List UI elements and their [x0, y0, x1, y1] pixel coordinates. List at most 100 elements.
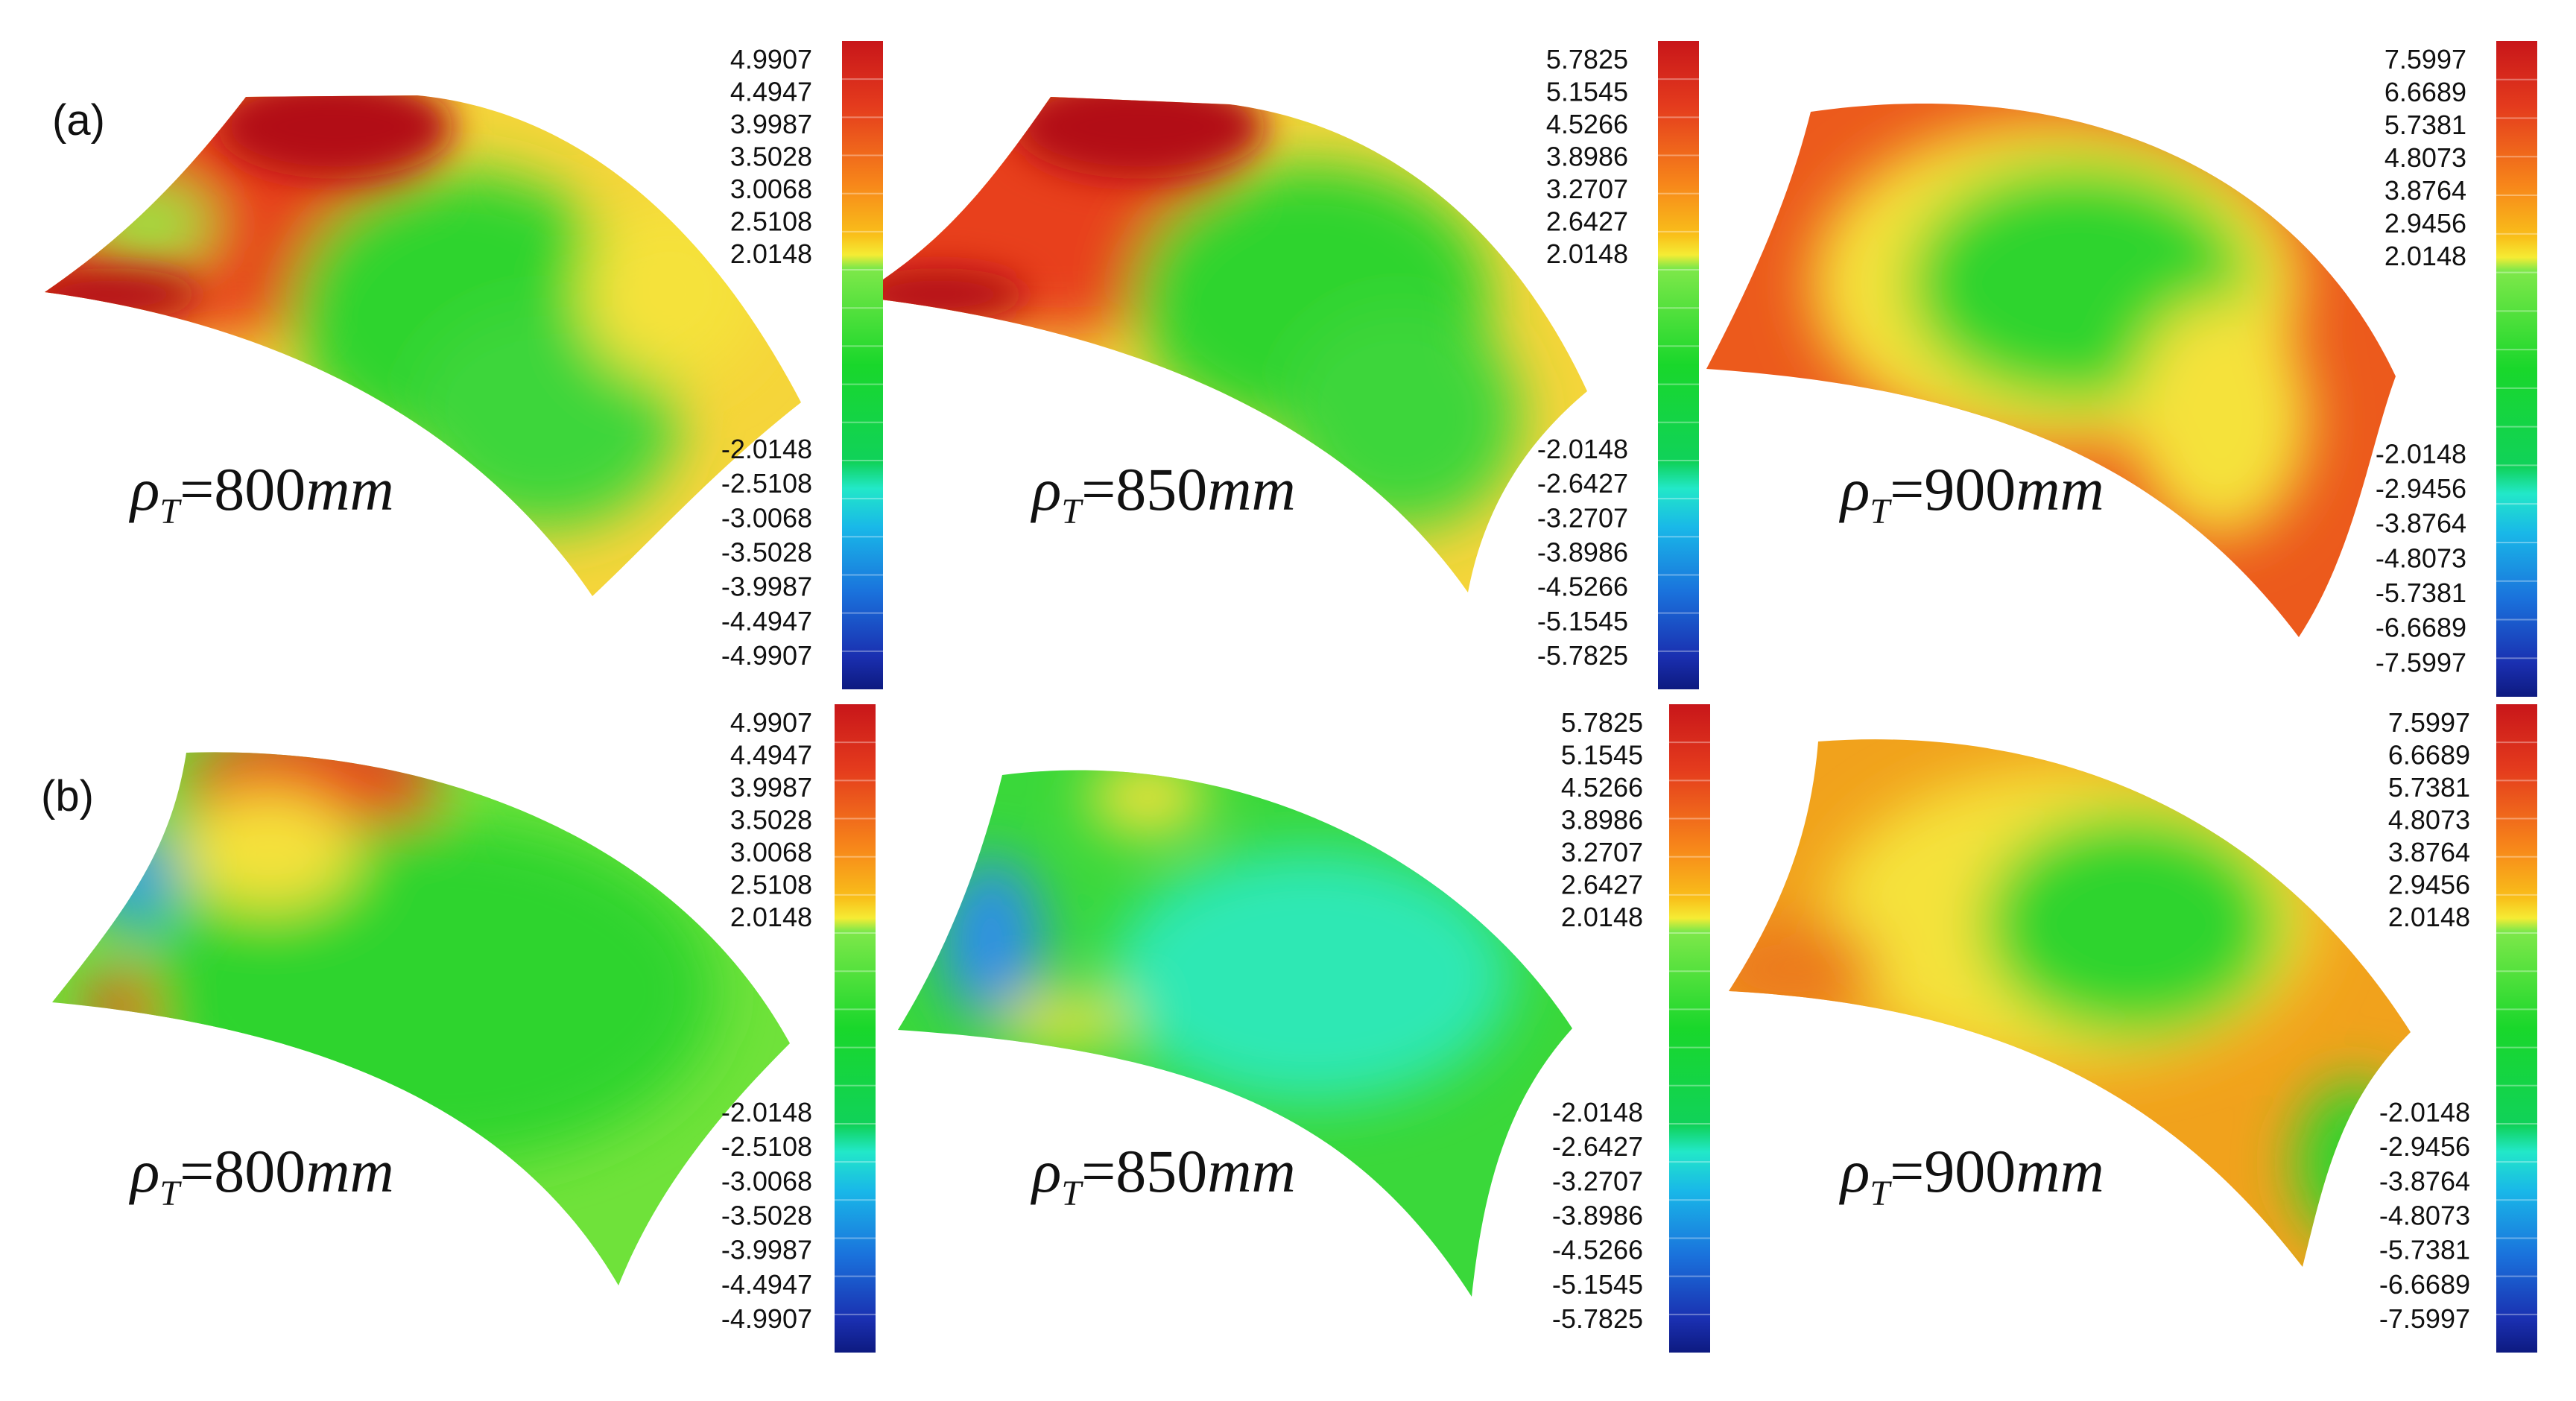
- colorbar-tick-label: -4.4947: [721, 1269, 812, 1300]
- colorbar-tick-label: 5.7381: [2384, 110, 2466, 140]
- surface-a-900: [1706, 103, 2396, 637]
- rho-subscript: T: [1061, 1174, 1082, 1213]
- colorbar-tick-label: -3.8764: [2376, 508, 2466, 539]
- colorbar-tick-label: 3.8986: [1561, 805, 1643, 835]
- colorbar-0-0: [842, 41, 883, 689]
- rho-subscript: T: [159, 1174, 180, 1213]
- colorbar-tick-label: -4.5266: [1537, 572, 1628, 602]
- colorbar-tick-label: 2.6427: [1561, 870, 1643, 900]
- colorbar-tick-label: -4.5266: [1552, 1235, 1643, 1265]
- rho-subscript: T: [1061, 492, 1082, 531]
- caption-unit: mm: [306, 1137, 394, 1205]
- colorbar-tick-label: -7.5997: [2379, 1303, 2470, 1334]
- colorbar-tick-label: -2.9456: [2379, 1131, 2470, 1162]
- colorbars: 4.99074.49473.99873.50283.00682.51082.01…: [721, 41, 2537, 1353]
- colorbar-tick-label: -2.9456: [2376, 473, 2466, 504]
- colorbar-tick-label: 4.5266: [1561, 772, 1643, 803]
- colorbar-tick-label: 5.7381: [2388, 772, 2470, 803]
- colorbar-tick-label: 2.9456: [2388, 870, 2470, 900]
- colorbar-1-1: [1669, 704, 1710, 1353]
- colorbar-tick-label: 3.9987: [730, 772, 812, 803]
- caption-unit: mm: [2016, 1137, 2104, 1205]
- caption-value: =800: [180, 455, 306, 523]
- colorbar-tick-label: 2.0148: [2384, 241, 2466, 271]
- colorbar-tick-label: -7.5997: [2376, 647, 2466, 677]
- colorbar-tick-label: 2.6427: [1546, 206, 1628, 237]
- colorbar-tick-label: -4.9907: [721, 640, 812, 671]
- rho-symbol: ρ: [130, 1137, 160, 1205]
- caption-value: =850: [1081, 455, 1208, 523]
- row-label-b: (b): [41, 772, 94, 820]
- colorbar-tick-label: -2.5108: [721, 468, 812, 499]
- colorbar-tick-label: -2.6427: [1537, 468, 1628, 499]
- colorbar-tick-label: 3.5028: [730, 142, 812, 172]
- colorbar-tick-label: -5.7825: [1537, 640, 1628, 671]
- colorbar-tick-label: -2.0148: [1552, 1097, 1643, 1128]
- colorbar-tick-label: -4.9907: [721, 1303, 812, 1334]
- rho-subscript: T: [1870, 492, 1890, 531]
- colorbar-tick-label: 7.5997: [2388, 707, 2470, 738]
- colorbar-tick-label: 4.5266: [1546, 109, 1628, 139]
- caption-a-850: ρT=850mm: [1032, 455, 1296, 532]
- colorbar-tick-label: -4.8073: [2376, 543, 2466, 573]
- row-label-a: (a): [52, 96, 105, 145]
- colorbar-tick-label: 4.8073: [2384, 142, 2466, 173]
- colorbar-tick-label: -2.6427: [1552, 1131, 1643, 1162]
- caption-unit: mm: [2016, 455, 2104, 523]
- colorbar-tick-label: 2.5108: [730, 870, 812, 900]
- colorbar-tick-label: -6.6689: [2379, 1269, 2470, 1300]
- colorbar-tick-label: -4.8073: [2379, 1201, 2470, 1231]
- colorbar-tick-label: 3.2707: [1546, 174, 1628, 204]
- colorbar-tick-label: 4.9907: [730, 707, 812, 738]
- surface-a-850: [857, 97, 1587, 592]
- caption-value: =850: [1081, 1137, 1208, 1205]
- colorbar-tick-label: 5.1545: [1561, 740, 1643, 771]
- colorbar-tick-label: -3.9987: [721, 572, 812, 602]
- colorbar-tick-label: 2.9456: [2384, 208, 2466, 238]
- colorbar-tick-label: -2.0148: [721, 1097, 812, 1128]
- colorbar-0-2: [2496, 41, 2537, 697]
- rho-symbol: ρ: [1032, 455, 1062, 523]
- caption-unit: mm: [306, 455, 394, 523]
- caption-unit: mm: [1207, 1137, 1296, 1205]
- colorbar-tick-label: 4.4947: [730, 740, 812, 771]
- colorbar-tick-label: 5.7825: [1546, 44, 1628, 75]
- colorbar-tick-label: -2.0148: [2376, 438, 2466, 469]
- colorbar-1-2: [2496, 704, 2537, 1353]
- colorbar-tick-label: 2.5108: [730, 206, 812, 237]
- colorbar-tick-label: 3.2707: [1561, 837, 1643, 867]
- colorbar-tick-label: 5.7825: [1561, 707, 1643, 738]
- colorbar-tick-label: -2.0148: [721, 434, 812, 464]
- colorbar-tick-label: -5.1545: [1552, 1269, 1643, 1300]
- rho-symbol: ρ: [1032, 1137, 1062, 1205]
- colorbar-0-1: [1658, 41, 1699, 689]
- colorbar-tick-label: -5.7381: [2376, 578, 2466, 608]
- rho-symbol: ρ: [1841, 455, 1870, 523]
- colorbar-tick-label: -3.8986: [1537, 537, 1628, 568]
- colorbar-1-0: [835, 704, 876, 1353]
- colorbar-tick-label: -2.5108: [721, 1131, 812, 1162]
- colorbar-tick-label: 3.0068: [730, 837, 812, 867]
- colorbar-tick-label: -5.1545: [1537, 606, 1628, 636]
- colorbar-tick-label: -3.2707: [1552, 1166, 1643, 1196]
- colorbar-tick-label: -3.8764: [2379, 1166, 2470, 1196]
- colorbar-tick-label: 7.5997: [2384, 44, 2466, 75]
- caption-unit: mm: [1207, 455, 1296, 523]
- colorbar-tick-label: 3.0068: [730, 174, 812, 204]
- caption-b-900: ρT=900mm: [1841, 1136, 2104, 1214]
- caption-value: =900: [1890, 1137, 2016, 1205]
- colorbar-tick-label: -6.6689: [2376, 613, 2466, 643]
- colorbar-tick-label: -5.7381: [2379, 1235, 2470, 1265]
- colorbar-tick-label: 3.8764: [2384, 175, 2466, 206]
- colorbar-tick-label: 4.4947: [730, 77, 812, 107]
- colorbar-tick-label: -2.0148: [1537, 434, 1628, 464]
- rho-symbol: ρ: [1841, 1137, 1870, 1205]
- rho-subscript: T: [159, 492, 180, 531]
- colorbar-tick-label: 3.9987: [730, 109, 812, 139]
- caption-value: =800: [180, 1137, 306, 1205]
- rho-symbol: ρ: [130, 455, 160, 523]
- colorbar-tick-label: -5.7825: [1552, 1303, 1643, 1334]
- colorbar-tick-label: -2.0148: [2379, 1097, 2470, 1128]
